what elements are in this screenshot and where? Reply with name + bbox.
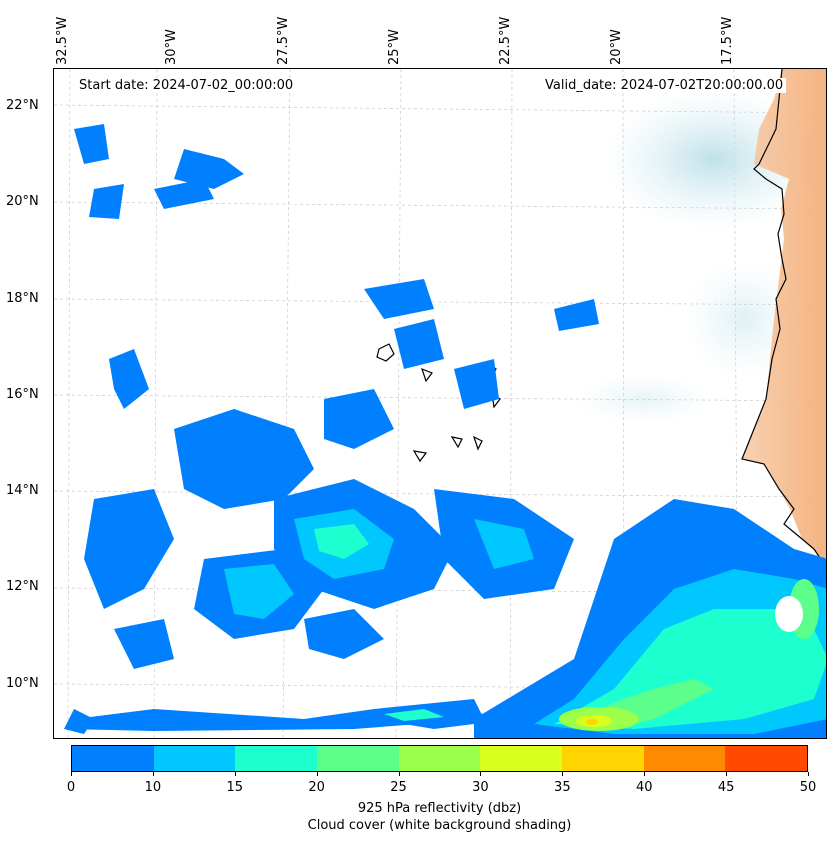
lat-label-22n: 22°N: [6, 98, 39, 113]
colorbar-label: 925 hPa reflectivity (dbz): [357, 801, 522, 816]
coastline: [741, 69, 825, 565]
colorbar-tickmark: [562, 772, 564, 776]
lon-label-25w: 25°W: [387, 29, 402, 65]
colorbar-tick-label: 10: [144, 780, 162, 795]
lon-label-22-5w: 22.5°W: [498, 16, 513, 65]
africa-land: [742, 69, 826, 563]
lat-label-10n: 10°N: [6, 676, 39, 691]
colorbar-tickmark: [480, 772, 482, 776]
colorbar-segment: [72, 746, 154, 771]
lat-label-20n: 20°N: [6, 194, 39, 209]
valid-date-label: Valid_date: 2024-07-02T20:00:00.00: [542, 78, 787, 93]
lat-label-16n: 16°N: [6, 387, 39, 402]
colorbar-tickmark: [808, 772, 809, 776]
map-panel[interactable]: [53, 68, 827, 739]
colorbar-tickmark: [234, 772, 236, 776]
map-canvas: [54, 69, 826, 738]
colorbar-tick-label: 50: [799, 780, 817, 795]
lon-label-20w: 20°W: [609, 29, 624, 65]
colorbar-tick-label: 15: [226, 780, 244, 795]
colorbar-segment: [643, 746, 726, 771]
colorbar-segment: [725, 746, 808, 771]
colorbar: [71, 745, 808, 772]
colorbar-tickmark: [644, 772, 646, 776]
colorbar-segment: [317, 746, 399, 771]
lat-label-18n: 18°N: [6, 291, 39, 306]
colorbar-tickmark: [726, 772, 728, 776]
lon-label-30w: 30°W: [164, 29, 179, 65]
lon-label-27-5w: 27.5°W: [276, 16, 291, 65]
colorbar-tickmark: [152, 772, 154, 776]
colorbar-tick-label: 40: [635, 780, 653, 795]
colorbar-tick-label: 45: [717, 780, 735, 795]
colorbar-sublabel: Cloud cover (white background shading): [307, 818, 572, 833]
colorbar-tick-label: 30: [472, 780, 489, 795]
lon-label-32-5w: 32.5°W: [55, 16, 70, 65]
colorbar-tick-label: 25: [390, 780, 407, 795]
colorbar-tick-label: 20: [308, 780, 325, 795]
colorbar-segment: [153, 746, 236, 771]
colorbar-segment: [480, 746, 563, 771]
start-date-label: Start date: 2024-07-02_00:00:00: [76, 78, 297, 93]
colorbar-tick-label: 35: [554, 780, 571, 795]
reflectivity-cells: [64, 124, 826, 738]
colorbar-tick-label: 0: [66, 780, 76, 795]
lon-label-17-5w: 17.5°W: [720, 16, 735, 65]
colorbar-segment: [235, 746, 318, 771]
colorbar-tickmark: [398, 772, 400, 776]
colorbar-tickmark: [316, 772, 318, 776]
lat-label-14n: 14°N: [6, 483, 39, 498]
colorbar-segment: [562, 746, 644, 771]
colorbar-tickmark: [71, 772, 72, 776]
colorbar-segment: [398, 746, 481, 771]
lat-label-12n: 12°N: [6, 579, 39, 594]
